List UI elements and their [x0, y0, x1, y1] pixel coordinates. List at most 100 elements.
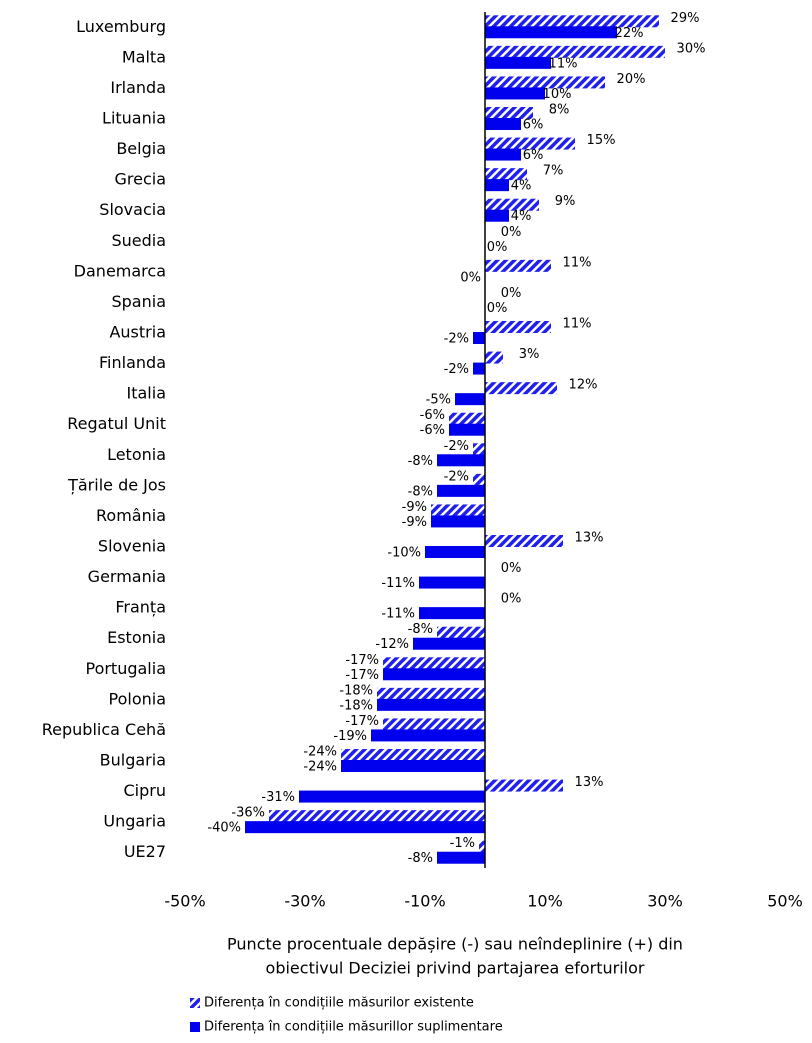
bar: [485, 535, 563, 547]
value-label: -2%: [444, 332, 469, 347]
y-tick-label: Estonia: [107, 628, 166, 647]
legend-label: Diferența în condițiile măsurillor supli…: [204, 1020, 503, 1035]
bar: [437, 484, 485, 497]
bar: [371, 729, 485, 742]
bar: [425, 546, 485, 558]
value-label: -2%: [444, 439, 469, 454]
y-tick-label: Bulgaria: [100, 751, 166, 770]
x-tick-label: -50%: [164, 892, 205, 911]
bar: [485, 209, 509, 222]
y-tick-label: Slovenia: [98, 537, 166, 556]
bar: [485, 76, 605, 89]
value-label: 0%: [460, 270, 481, 285]
x-axis-title: obiectivul Deciziei privind partajarea e…: [266, 959, 645, 978]
value-label: 22%: [615, 26, 644, 41]
bar: [485, 321, 551, 333]
bar: [377, 687, 485, 700]
value-label: 0%: [487, 240, 508, 255]
value-label: 10%: [543, 87, 572, 102]
value-label: -36%: [231, 806, 265, 821]
value-label: -12%: [375, 637, 409, 652]
y-tick-label: Franța: [115, 598, 166, 617]
y-tick-label: Slovacia: [99, 200, 166, 219]
bar: [485, 168, 527, 181]
bar: [485, 87, 545, 100]
value-label: -24%: [303, 760, 337, 775]
y-tick-label: Malta: [122, 47, 166, 66]
bar: [245, 821, 485, 834]
y-tick-label: Spania: [111, 292, 166, 311]
value-label: -18%: [339, 698, 373, 713]
bar: [419, 607, 485, 620]
y-tick-label: Cipru: [124, 781, 167, 800]
value-label: 13%: [575, 775, 604, 790]
bar: [383, 657, 485, 670]
y-tick-label: Regatul Unit: [67, 414, 166, 433]
value-label: 0%: [501, 592, 522, 607]
y-tick-label: Lituania: [102, 109, 166, 128]
bar: [485, 148, 521, 161]
bar: [485, 179, 509, 192]
value-label: 0%: [501, 286, 522, 301]
bar: [383, 718, 485, 731]
bar: [473, 362, 485, 375]
y-tick-label: Luxemburg: [76, 17, 166, 36]
value-label: 13%: [575, 531, 604, 546]
y-tick-label: UE27: [124, 842, 166, 861]
value-label: 15%: [587, 133, 616, 148]
value-label: -10%: [387, 546, 421, 561]
bar: [473, 332, 485, 344]
bar: [437, 851, 485, 864]
value-label: -17%: [345, 653, 379, 668]
y-tick-label: Danemarca: [74, 261, 166, 280]
value-label: -8%: [408, 622, 433, 637]
legend-swatch: [190, 998, 200, 1008]
value-label: -11%: [381, 576, 415, 591]
bar: [299, 790, 485, 803]
bar: [485, 56, 551, 69]
y-tick-label: România: [96, 506, 166, 525]
bar: [485, 198, 539, 211]
value-label: 4%: [511, 209, 532, 224]
bar: [485, 15, 659, 28]
x-tick-label: 50%: [767, 892, 803, 911]
value-label: -17%: [345, 714, 379, 729]
value-label: -5%: [426, 393, 451, 408]
bar: [437, 626, 485, 639]
x-axis-title: Puncte procentuale depășire (-) sau neîn…: [227, 935, 683, 954]
value-label: 11%: [563, 255, 592, 270]
value-label: -1%: [450, 836, 475, 851]
value-label: -31%: [261, 790, 295, 805]
value-label: 29%: [671, 11, 700, 26]
bar: [437, 454, 485, 467]
bar: [485, 779, 563, 792]
value-label: -6%: [420, 408, 445, 423]
value-label: 11%: [549, 56, 578, 71]
bar: [449, 423, 485, 436]
bar: [485, 107, 533, 119]
bar: [377, 698, 485, 711]
bar: [269, 810, 485, 823]
y-tick-label: Letonia: [107, 445, 166, 464]
y-tick-label: Irlanda: [110, 78, 166, 97]
legend-label: Diferența în condițiile măsurilor existe…: [204, 996, 474, 1011]
value-label: 3%: [519, 347, 540, 362]
bar: [413, 637, 485, 650]
value-label: -9%: [402, 500, 427, 515]
bar: [431, 504, 485, 517]
y-tick-label: Polonia: [109, 689, 167, 708]
bar: [485, 118, 521, 130]
value-label: -8%: [408, 851, 433, 866]
value-label: 4%: [511, 179, 532, 194]
value-label: -40%: [207, 821, 241, 836]
y-tick-label: Finlanda: [99, 353, 166, 372]
value-label: 7%: [543, 164, 564, 179]
value-label: 30%: [677, 41, 706, 56]
bar: [341, 749, 485, 761]
bar: [383, 668, 485, 681]
value-label: -2%: [444, 469, 469, 484]
y-tick-label: Germania: [88, 567, 166, 586]
value-label: -2%: [444, 362, 469, 377]
bar: [341, 760, 485, 772]
